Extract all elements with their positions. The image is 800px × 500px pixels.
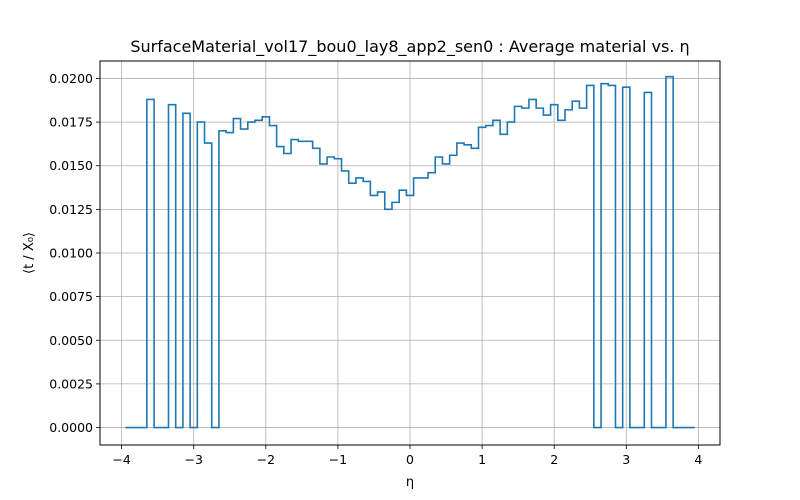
y-tick-label: 0.0025 (49, 376, 93, 391)
x-axis-label: η (406, 475, 414, 490)
y-tick-label: 0.0100 (49, 246, 93, 261)
series-average-material-line (125, 75, 695, 429)
y-tick-label: 0.0075 (49, 289, 93, 304)
x-tick-label: 2 (550, 452, 558, 467)
y-tick-label: 0.0150 (49, 158, 93, 173)
x-tick-label: −3 (185, 452, 203, 467)
y-tick-label: 0.0000 (49, 420, 93, 435)
y-axis-ticks: 0.0000 0.0025 0.0050 0.0075 0.0100 0.0125 0.01… (49, 71, 100, 435)
x-axis-ticks: −4 −3 −2 −1 0 1 2 3 4 (112, 445, 702, 467)
x-tick-label: −1 (329, 452, 347, 467)
y-tick-label: 0.0125 (49, 202, 93, 217)
x-tick-label: −4 (112, 452, 130, 467)
x-tick-label: 0 (406, 452, 414, 467)
chart-title: SurfaceMaterial_vol17_bou0_lay8_app2_sen… (130, 37, 689, 57)
y-tick-label: 0.0200 (49, 71, 93, 86)
x-tick-label: 3 (622, 452, 630, 467)
x-tick-label: −2 (257, 452, 275, 467)
y-tick-label: 0.0175 (49, 115, 93, 130)
x-tick-label: 1 (478, 452, 486, 467)
x-tick-label: 4 (694, 452, 702, 467)
y-tick-label: 0.0050 (49, 333, 93, 348)
grid-lines (100, 61, 720, 445)
y-axis-label: ⟨t / X₀⟩ (22, 232, 37, 274)
